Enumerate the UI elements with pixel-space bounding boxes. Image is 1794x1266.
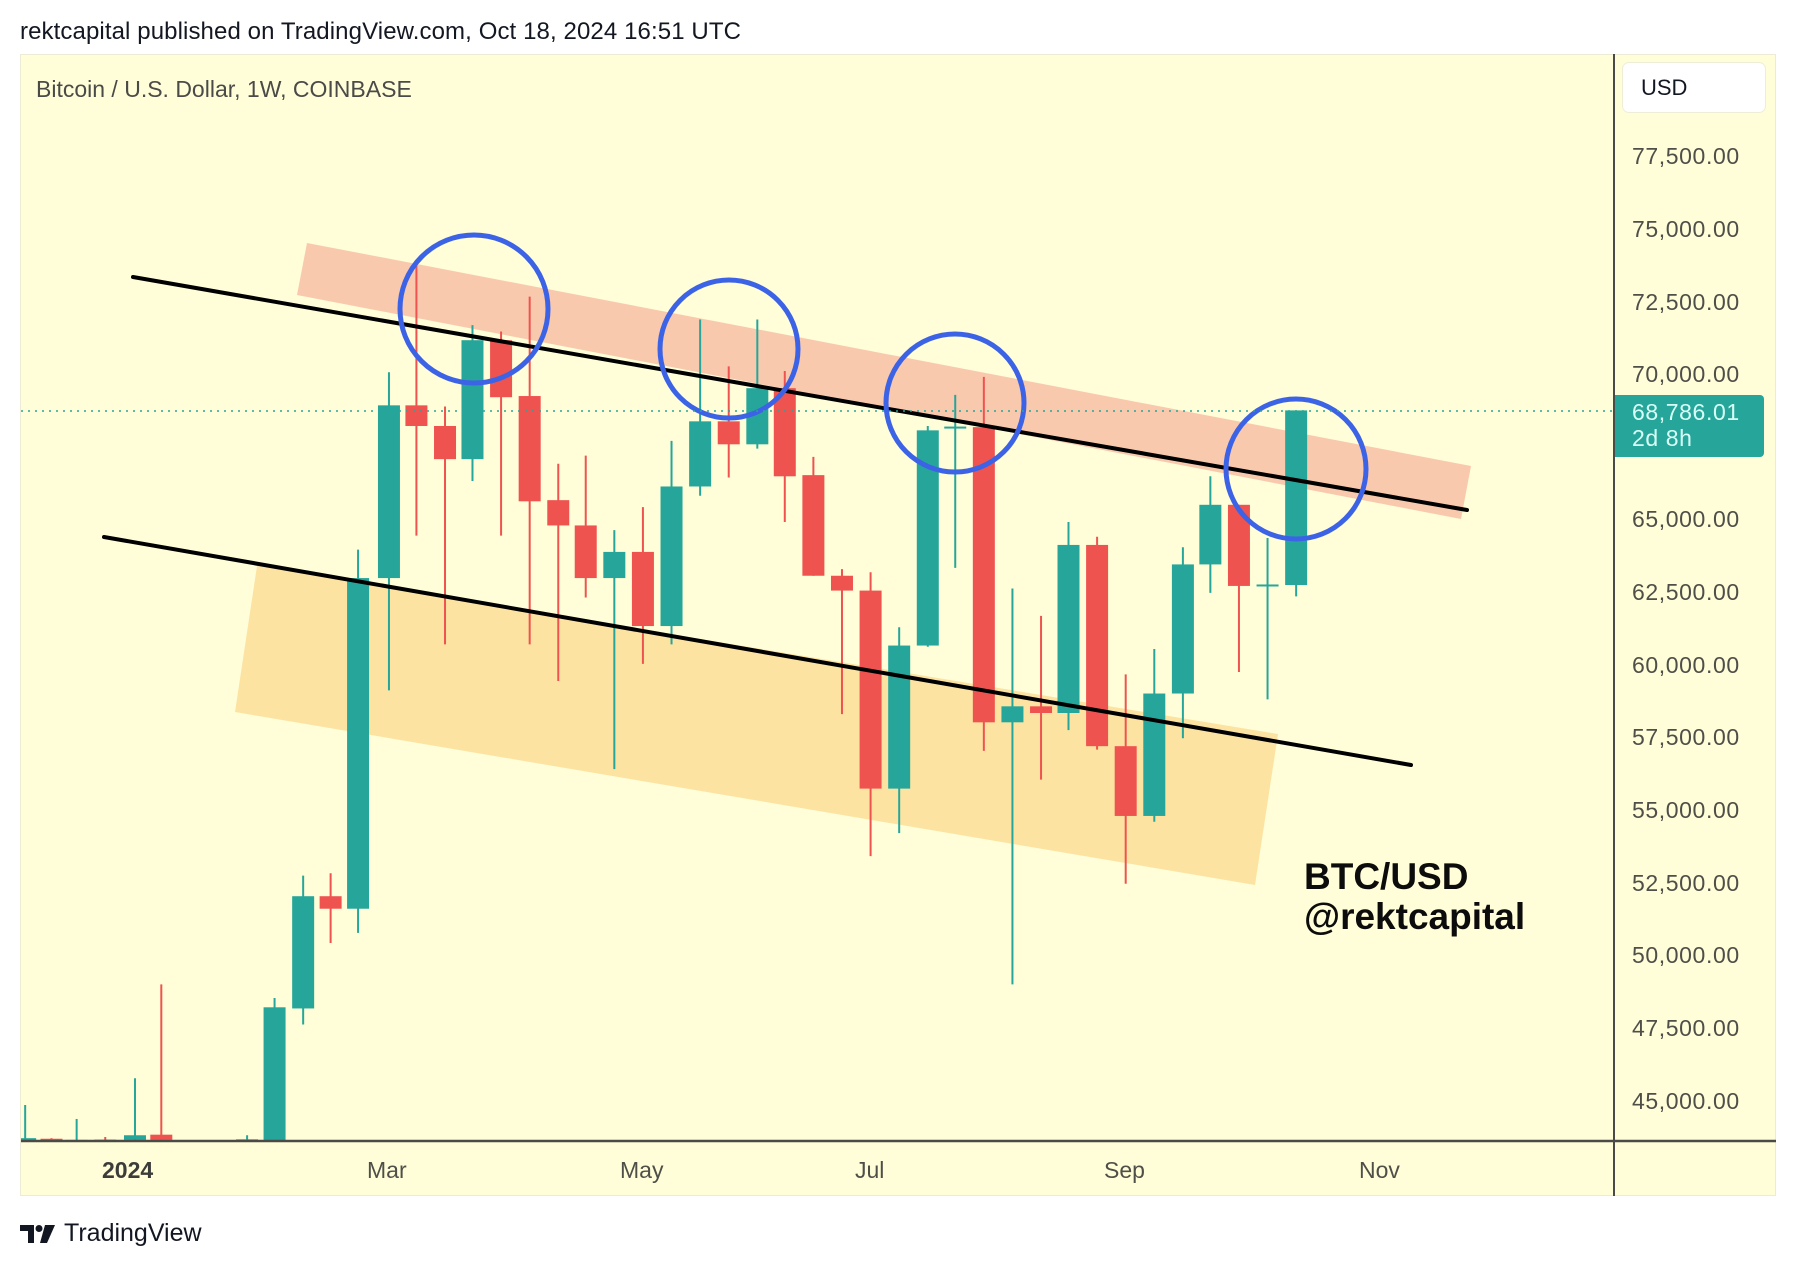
candle xyxy=(547,463,570,682)
highlight-circle xyxy=(397,232,551,386)
author-watermark: BTC/USD @rektcapital xyxy=(1304,857,1525,937)
candle xyxy=(916,425,939,647)
watermark-pair: BTC/USD xyxy=(1304,856,1469,897)
candle xyxy=(377,372,400,691)
tradingview-brand: TradingView xyxy=(64,1219,202,1247)
watermark-handle: @rektcapital xyxy=(1304,896,1526,937)
symbol-title: Bitcoin / U.S. Dollar, 1W, COINBASE xyxy=(36,76,412,102)
time-label-sep: Sep xyxy=(1104,1157,1145,1183)
candle xyxy=(292,875,315,1025)
price-label: 52,500.00 xyxy=(1632,870,1740,896)
candle xyxy=(150,984,173,1141)
candle xyxy=(1256,537,1279,700)
price-label: 55,000.00 xyxy=(1632,797,1740,823)
candle xyxy=(1171,547,1194,739)
time-label-may: May xyxy=(620,1157,664,1183)
price-label: 57,500.00 xyxy=(1632,724,1740,750)
highlight-circle xyxy=(657,277,801,421)
upper-trendline xyxy=(131,275,1469,512)
time-label-jul: Jul xyxy=(855,1157,885,1183)
support-band xyxy=(235,566,1278,885)
candle xyxy=(347,549,370,933)
candle xyxy=(773,371,796,522)
last-price-badge: 68,786.01 2d 8h xyxy=(1615,395,1764,457)
candle xyxy=(1030,615,1053,780)
candle xyxy=(490,331,513,536)
candle xyxy=(434,406,457,645)
candle xyxy=(1057,521,1080,731)
candle xyxy=(1227,504,1250,673)
tradingview-logo-icon xyxy=(20,1224,55,1243)
candle xyxy=(1001,588,1024,985)
time-label-mar: Mar xyxy=(367,1157,407,1183)
highlight-circle xyxy=(883,331,1027,475)
price-label: 47,500.00 xyxy=(1632,1015,1740,1041)
candle xyxy=(689,319,712,496)
price-label: 45,000.00 xyxy=(1632,1088,1740,1114)
candle xyxy=(859,572,882,857)
candle xyxy=(1086,536,1109,750)
currency-button[interactable]: USD xyxy=(1622,62,1766,113)
price-label: 75,000.00 xyxy=(1632,216,1740,242)
time-label-2024: 2024 xyxy=(102,1157,154,1183)
candle xyxy=(717,366,740,478)
candle xyxy=(123,1078,146,1141)
lower-trendline xyxy=(102,535,1413,767)
candle xyxy=(263,997,286,1141)
candle xyxy=(802,456,825,576)
candle xyxy=(65,1118,88,1141)
candle xyxy=(1114,674,1137,884)
candle xyxy=(660,440,683,645)
bar-countdown: 2d 8h xyxy=(1632,425,1693,451)
price-label: 70,000.00 xyxy=(1632,361,1740,387)
candle xyxy=(1143,649,1166,822)
highlight-circle xyxy=(1223,396,1369,542)
candle xyxy=(1199,476,1222,593)
candle xyxy=(944,394,967,568)
candle xyxy=(972,376,995,751)
last-price-value: 68,786.01 xyxy=(1632,399,1740,425)
candle xyxy=(21,1105,37,1141)
candle xyxy=(1285,410,1308,597)
price-label: 72,500.00 xyxy=(1632,289,1740,315)
time-label-nov: Nov xyxy=(1359,1157,1400,1183)
price-label: 62,500.00 xyxy=(1632,579,1740,605)
price-label: 50,000.00 xyxy=(1632,942,1740,968)
candle xyxy=(461,325,484,481)
tradingview-logo[interactable]: TradingView xyxy=(20,1219,202,1248)
price-label: 65,000.00 xyxy=(1632,506,1740,532)
price-label: 60,000.00 xyxy=(1632,652,1740,678)
candle xyxy=(319,873,342,944)
published-header: rektcapital published on TradingView.com… xyxy=(20,18,742,45)
resistance-band xyxy=(297,243,1471,519)
candle xyxy=(603,530,626,770)
price-label: 77,500.00 xyxy=(1632,143,1740,169)
candle xyxy=(888,627,911,834)
candle xyxy=(830,569,853,715)
candle xyxy=(631,507,654,664)
candle xyxy=(574,455,597,598)
